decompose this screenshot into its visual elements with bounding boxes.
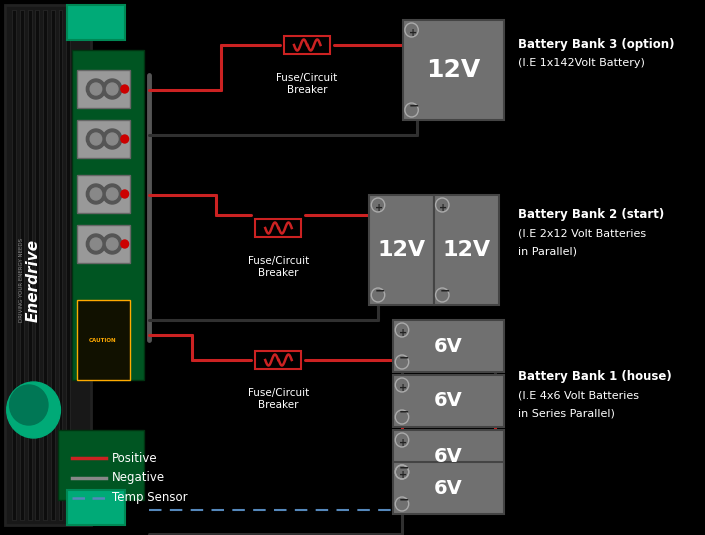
Bar — [27, 10, 32, 520]
Text: +: + — [399, 328, 407, 338]
Bar — [35, 10, 39, 520]
Bar — [284, 36, 330, 55]
Bar — [77, 175, 130, 213]
Text: −: − — [399, 351, 410, 364]
Bar — [393, 462, 503, 514]
Text: 6V: 6V — [434, 392, 463, 410]
Text: in Parallel): in Parallel) — [518, 246, 577, 256]
Circle shape — [121, 135, 128, 143]
Circle shape — [10, 385, 48, 425]
Text: +: + — [399, 470, 407, 480]
Circle shape — [106, 188, 118, 200]
Text: −: − — [409, 99, 419, 112]
Text: −: − — [399, 493, 410, 506]
Bar — [67, 490, 125, 525]
Bar — [67, 5, 125, 40]
Circle shape — [106, 133, 118, 145]
Text: 6V: 6V — [434, 447, 463, 465]
Text: 12V: 12V — [377, 240, 426, 260]
Bar — [13, 10, 16, 520]
Text: Fuse/Circuit
Breaker: Fuse/Circuit Breaker — [276, 73, 338, 95]
Text: 6V: 6V — [434, 478, 463, 498]
Circle shape — [103, 184, 122, 204]
Text: Fuse/Circuit
Breaker: Fuse/Circuit Breaker — [247, 256, 309, 278]
Bar — [77, 120, 130, 158]
Bar — [5, 5, 91, 525]
Text: Battery Bank 2 (start): Battery Bank 2 (start) — [518, 208, 664, 221]
Bar — [255, 219, 302, 238]
Text: +: + — [375, 203, 384, 213]
Text: −: − — [439, 284, 450, 297]
Bar — [43, 10, 47, 520]
Circle shape — [86, 79, 106, 99]
Text: 6V: 6V — [434, 337, 463, 355]
Bar — [255, 350, 302, 369]
Text: Positive: Positive — [112, 452, 158, 464]
Text: −: − — [399, 461, 410, 474]
Circle shape — [90, 238, 102, 250]
Text: Negative: Negative — [112, 471, 166, 485]
Bar — [66, 10, 70, 520]
Circle shape — [86, 184, 106, 204]
Text: Battery Bank 1 (house): Battery Bank 1 (house) — [518, 370, 672, 383]
Bar — [58, 430, 144, 500]
Bar — [20, 10, 24, 520]
Circle shape — [121, 240, 128, 248]
Bar — [393, 430, 503, 482]
Text: Battery Bank 3 (option): Battery Bank 3 (option) — [518, 38, 675, 51]
Bar — [369, 195, 434, 305]
Bar — [51, 10, 55, 520]
Text: Temp Sensor: Temp Sensor — [112, 492, 188, 505]
Text: Fuse/Circuit
Breaker: Fuse/Circuit Breaker — [247, 388, 309, 410]
Circle shape — [86, 234, 106, 254]
Circle shape — [86, 129, 106, 149]
Bar — [77, 70, 130, 108]
Bar — [403, 20, 503, 120]
Bar — [77, 225, 130, 263]
Text: −: − — [399, 406, 410, 419]
Circle shape — [103, 234, 122, 254]
Text: DRIVING YOUR ENERGY NEEDS: DRIVING YOUR ENERGY NEEDS — [18, 238, 23, 322]
Circle shape — [90, 133, 102, 145]
Circle shape — [121, 85, 128, 93]
Text: CAUTION: CAUTION — [89, 338, 116, 342]
Bar — [393, 320, 503, 372]
Circle shape — [103, 79, 122, 99]
Text: in Series Parallel): in Series Parallel) — [518, 408, 615, 418]
Circle shape — [121, 190, 128, 198]
Text: 12V: 12V — [427, 58, 480, 82]
Circle shape — [106, 238, 118, 250]
Circle shape — [106, 83, 118, 95]
Text: +: + — [439, 203, 448, 213]
Text: (I.E 2x12 Volt Batteries: (I.E 2x12 Volt Batteries — [518, 228, 646, 238]
Text: +: + — [409, 28, 417, 38]
Text: +: + — [399, 438, 407, 448]
Bar — [59, 10, 62, 520]
Circle shape — [103, 129, 122, 149]
Circle shape — [90, 83, 102, 95]
Text: −: − — [375, 284, 386, 297]
Text: Enerdrive: Enerdrive — [26, 239, 41, 322]
Bar — [434, 195, 499, 305]
Bar — [77, 300, 130, 380]
Text: (I.E 4x6 Volt Batteries: (I.E 4x6 Volt Batteries — [518, 390, 639, 400]
Circle shape — [7, 382, 61, 438]
Bar — [393, 375, 503, 427]
Circle shape — [90, 188, 102, 200]
Bar — [72, 50, 144, 380]
Text: 12V: 12V — [442, 240, 491, 260]
Text: (I.E 1x142Volt Battery): (I.E 1x142Volt Battery) — [518, 58, 645, 68]
Text: +: + — [399, 383, 407, 393]
